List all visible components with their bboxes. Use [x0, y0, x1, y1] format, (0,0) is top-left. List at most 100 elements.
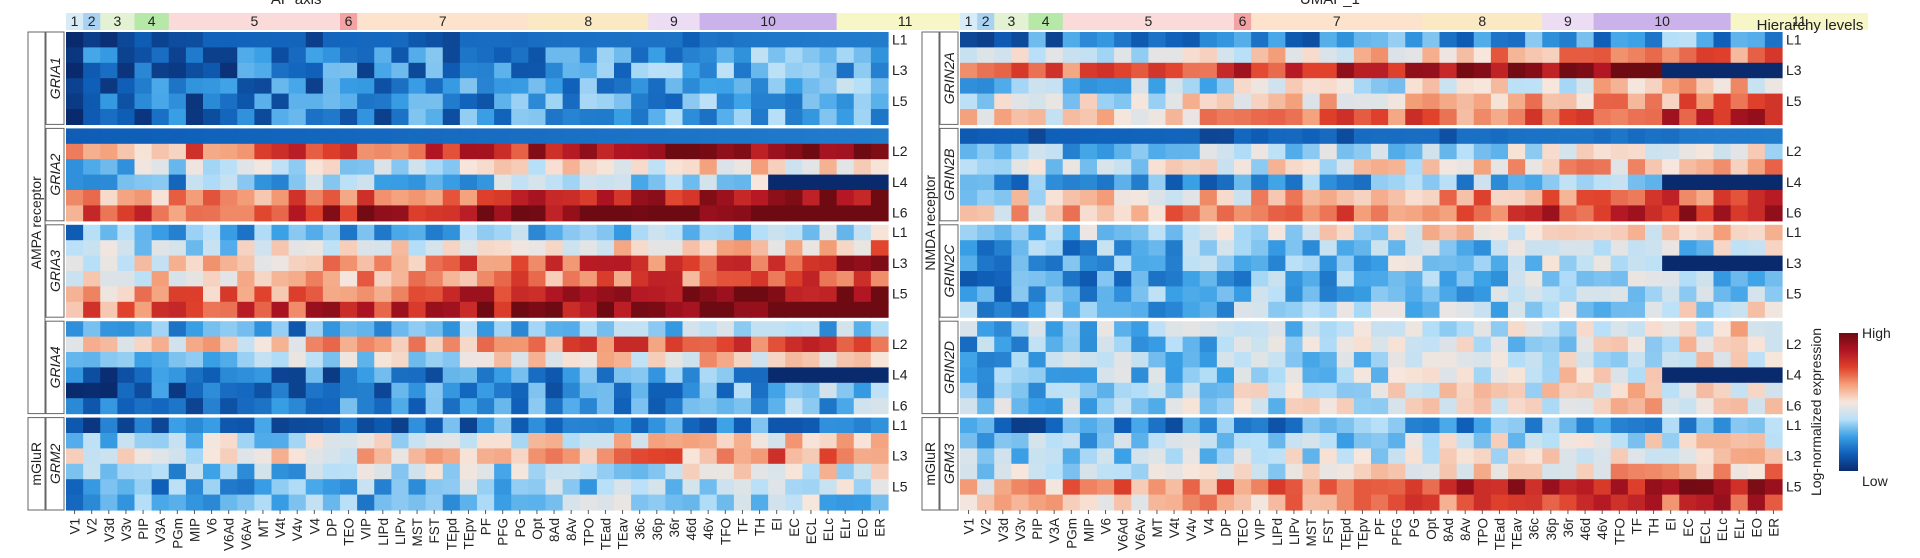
heatmap-cell — [1302, 128, 1321, 145]
heatmap-cell — [203, 286, 221, 303]
heatmap-cell — [579, 463, 598, 480]
heatmap-cell — [1234, 143, 1252, 160]
heatmap-cell — [168, 271, 187, 287]
heatmap-cell — [614, 367, 632, 384]
heatmap-cell — [1559, 479, 1578, 496]
heatmap-cell — [596, 205, 615, 222]
heatmap-cell — [1662, 352, 1680, 368]
heatmap-cell — [1319, 143, 1338, 160]
heatmap-cell — [716, 367, 735, 384]
heatmap-cell — [477, 367, 495, 384]
heatmap-cell — [682, 240, 701, 257]
heatmap-cell — [1473, 448, 1492, 465]
heatmap-cell — [511, 352, 529, 368]
heatmap-cell — [1097, 494, 1115, 511]
heatmap-cell — [853, 382, 872, 399]
heatmap-cell — [545, 78, 564, 95]
heatmap-cell — [1508, 190, 1526, 206]
heatmap-cell — [1525, 109, 1543, 125]
heatmap-cell — [1627, 494, 1646, 511]
heatmap-cell — [665, 433, 684, 449]
heatmap-cell — [1216, 479, 1235, 496]
heatmap-cell — [614, 301, 632, 318]
heatmap-cell — [1490, 479, 1509, 496]
heatmap-cell — [1182, 109, 1201, 125]
heatmap-cell — [1182, 286, 1201, 303]
heatmap-cell — [819, 240, 838, 257]
area-label-vip: VIP — [1253, 518, 1268, 540]
heatmap-cell — [648, 463, 666, 480]
heatmap-cell — [151, 494, 170, 511]
heatmap-cell — [1490, 190, 1509, 206]
heatmap-cell — [1371, 93, 1389, 110]
heatmap-cell — [477, 32, 495, 48]
heatmap-cell — [288, 301, 307, 318]
heatmap-cell — [151, 240, 170, 257]
heatmap-cell — [1062, 321, 1081, 338]
heatmap-cell — [836, 47, 855, 64]
heatmap-cell — [1422, 143, 1441, 160]
heatmap-cell — [203, 190, 221, 206]
heatmap-cell — [357, 128, 375, 145]
heatmap-cell — [648, 143, 666, 160]
heatmap-cell — [562, 417, 581, 434]
area-label-lipd: LIPd — [376, 518, 391, 546]
heatmap-cell — [100, 367, 118, 384]
layer-label: L5 — [892, 93, 908, 109]
heatmap-cell — [340, 417, 358, 434]
heatmap-cell — [1542, 286, 1560, 303]
heatmap-cell — [785, 240, 803, 257]
heatmap-cell — [494, 174, 512, 191]
heatmap-cell — [785, 159, 803, 176]
heatmap-cell — [977, 109, 995, 125]
heatmap-cell — [994, 159, 1012, 176]
heatmap-cell — [1388, 494, 1406, 511]
heatmap-cell — [596, 398, 615, 415]
area-label-th: TH — [1647, 518, 1662, 536]
heatmap-cell — [614, 78, 632, 95]
heatmap-cell — [870, 190, 889, 206]
heatmap-cell — [614, 159, 632, 176]
heatmap-cell — [1610, 255, 1629, 272]
heatmap-cell — [1302, 417, 1321, 434]
heatmap-cell — [648, 271, 666, 287]
heatmap-cell — [100, 78, 118, 95]
heatmap-cell — [1114, 448, 1132, 465]
heatmap-cell — [665, 321, 684, 338]
heatmap-cell — [66, 382, 84, 399]
heatmap-cell — [477, 224, 495, 241]
heatmap-cell — [1679, 479, 1697, 496]
heatmap-cell — [1456, 479, 1475, 496]
heatmap-cell — [1165, 398, 1184, 415]
heatmap-cell — [1336, 479, 1355, 496]
heatmap-cell — [1490, 494, 1509, 511]
heatmap-cell — [1011, 205, 1030, 222]
heatmap-cell — [1165, 174, 1184, 191]
heatmap-cell — [66, 463, 84, 480]
area-label-36c: 36c — [1527, 518, 1542, 540]
heatmap-cell — [1456, 494, 1475, 511]
heatmap-cell — [391, 128, 410, 145]
heatmap-cell — [1525, 143, 1543, 160]
heatmap-cell — [66, 159, 84, 176]
heatmap-cell — [185, 190, 204, 206]
heatmap-cell — [1747, 433, 1766, 449]
heatmap-cell — [682, 321, 701, 338]
heatmap-cell — [836, 143, 855, 160]
area-label-36r: 36r — [667, 517, 682, 537]
heatmap-cell — [1559, 190, 1578, 206]
heatmap-cell — [1045, 143, 1064, 160]
area-label-tead: TEad — [1492, 518, 1507, 550]
area-label-tepd: TEpd — [1338, 518, 1353, 550]
heatmap-cell — [1097, 448, 1115, 465]
heatmap-cell — [1216, 47, 1235, 64]
heatmap-cell — [1165, 190, 1184, 206]
area-label-mip: MIP — [187, 518, 202, 542]
heatmap-cell — [1508, 143, 1526, 160]
heatmap-cell — [853, 47, 872, 64]
heatmap-cell — [1405, 240, 1423, 257]
heatmap-cell — [1182, 47, 1201, 64]
heatmap-cell — [648, 224, 666, 241]
heatmap-cell — [1216, 271, 1235, 287]
heatmap-cell — [977, 398, 995, 415]
